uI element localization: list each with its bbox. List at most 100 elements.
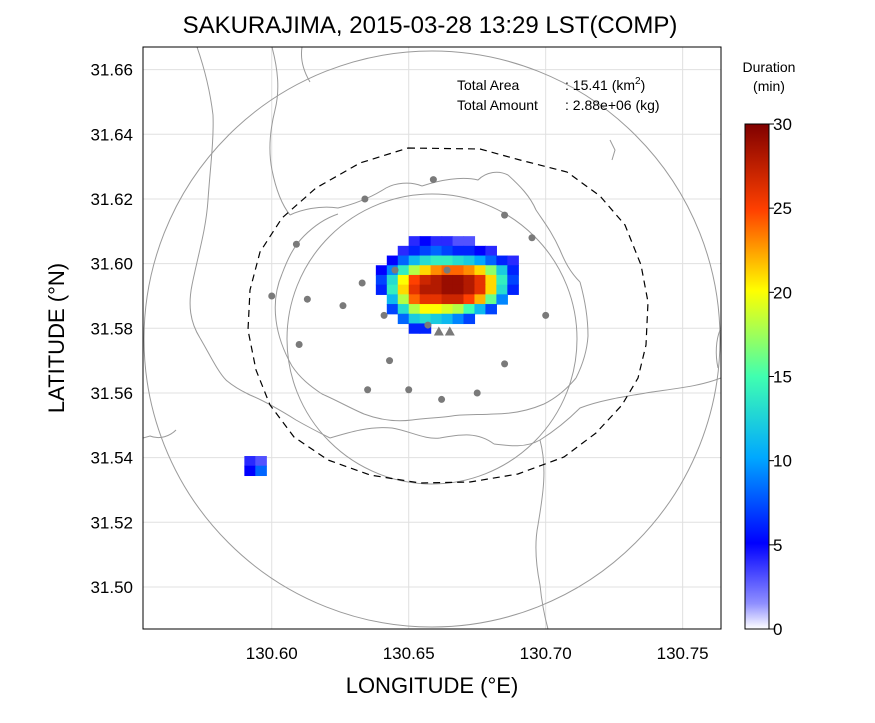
x-tick-1: 130.65 [383,644,435,663]
colorbar-tick-1: 5 [773,536,782,555]
ash-cell-50 [485,274,497,286]
ash-cell-31 [419,265,432,276]
ash-cell-35 [463,265,476,276]
grid-lines [143,47,721,629]
ash-cell-37 [485,265,497,276]
station-dot-16 [501,360,509,368]
colorbar: Duration (min) 0 5 10 15 20 25 30 [743,59,796,639]
ash-cell-47 [452,274,465,286]
ash-cell-91 [441,313,454,325]
station-dot-2 [501,211,509,219]
ash-cell-4 [452,236,465,247]
ash-cell-83 [452,304,465,315]
x-tick-2: 130.70 [520,644,572,663]
vent-marker-0 [433,326,444,336]
ash-cell-42 [397,274,410,286]
ash-cell-36 [474,265,487,276]
ash-cell-68 [408,294,421,305]
ash-cell-98 [244,465,256,477]
ash-cell-88 [408,313,421,325]
y-tick-3: 31.56 [90,384,133,403]
ash-cell-49 [474,274,487,286]
station-dot-13 [424,321,432,329]
y-tick-6: 31.62 [90,190,133,209]
ash-cell-55 [397,284,410,295]
station-dot-3 [292,240,300,248]
station-dot-17 [364,386,372,394]
ash-cell-62 [474,284,487,295]
ash-cell-9 [430,245,443,257]
ash-cell-70 [430,294,443,305]
map-layer [143,47,721,629]
ash-cell-89 [419,313,432,325]
station-dot-1 [361,195,369,203]
y-tick-2: 31.54 [90,449,133,468]
ash-cell-63 [485,284,497,295]
ash-cell-97 [255,456,267,467]
ash-cell-16 [397,255,410,266]
colorbar-ticks: 0 5 10 15 20 25 30 [769,115,792,639]
ash-cell-92 [452,313,465,325]
x-tick-3: 130.75 [657,644,709,663]
ash-cell-64 [496,284,508,295]
y-tick-0: 31.50 [90,578,133,597]
chart-title: SAKURAJIMA, 2015-03-28 13:29 LST(COMP) [183,12,678,39]
station-dot-12 [542,311,550,319]
ash-cell-15 [386,255,399,266]
station-dot-20 [438,395,446,403]
crater-vents [433,326,455,336]
ash-cell-72 [452,294,465,305]
station-dot-5 [391,266,399,274]
ash-cell-5 [463,236,476,247]
colorbar-gradient [744,123,770,630]
ash-cell-67 [397,294,410,305]
observation-stations [268,176,550,403]
ash-cell-11 [452,245,465,257]
ash-cell-81 [430,304,443,315]
x-axis-label: LONGITUDE (°E) [346,673,519,698]
ash-cell-34 [452,265,465,276]
ash-cell-93 [463,313,476,325]
colorbar-tick-2: 10 [773,452,792,471]
ash-cell-96 [244,456,256,467]
station-dot-11 [380,311,388,319]
ash-cell-77 [386,304,399,315]
ash-cell-99 [255,465,267,477]
ash-cell-2 [430,236,443,247]
ash-cell-61 [463,284,476,295]
station-dot-0 [429,176,437,184]
ash-cell-23 [474,255,487,266]
ash-cell-38 [496,265,508,276]
ash-cell-74 [474,294,487,305]
colorbar-tick-5: 25 [773,199,792,218]
ash-cell-8 [419,245,432,257]
ash-cell-17 [408,255,421,266]
ash-cell-66 [386,294,399,305]
y-tick-labels: 31.50 31.52 31.54 31.56 31.58 31.60 31.62 31.64… [90,61,133,597]
colorbar-tick-4: 20 [773,283,792,302]
colorbar-tick-6: 30 [773,115,792,134]
ash-cell-85 [474,304,487,315]
ash-cell-48 [463,274,476,286]
ash-cell-29 [397,265,410,276]
vent-marker-1 [444,326,455,336]
ash-cell-24 [485,255,497,266]
y-axis-label: LATITUDE (°N) [44,263,69,413]
ash-cell-13 [474,245,487,257]
ash-cell-6 [397,245,410,257]
y-tick-7: 31.64 [90,125,133,144]
station-dot-10 [339,302,347,310]
y-tick-4: 31.58 [90,319,133,338]
ash-cell-58 [430,284,443,295]
coastline [143,47,721,629]
ash-cell-84 [463,304,476,315]
ash-cell-80 [419,304,432,315]
ash-cell-71 [441,294,454,305]
ash-cell-3 [441,236,454,247]
total-amount-label: Total Amount [457,97,538,113]
ash-cell-78 [397,304,410,315]
ash-cell-32 [430,265,443,276]
ash-cell-22 [463,255,476,266]
ash-cell-1 [419,236,432,247]
